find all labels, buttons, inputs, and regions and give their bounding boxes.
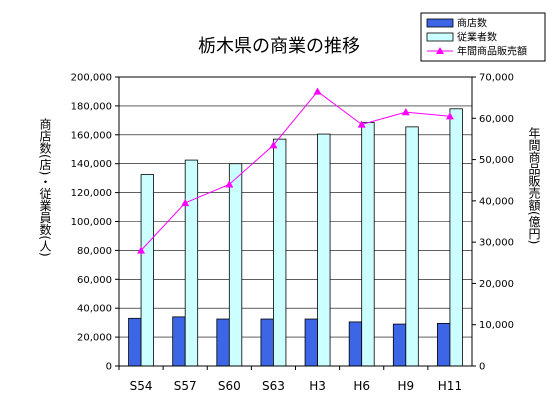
legend-label: 商店数 bbox=[457, 17, 487, 30]
bar-shops bbox=[128, 317, 142, 367]
x-tick-label: S57 bbox=[174, 379, 197, 393]
bar-employees bbox=[317, 133, 331, 367]
sales-point-marker bbox=[269, 141, 278, 149]
sales-point-marker bbox=[445, 112, 454, 120]
sales-point-marker bbox=[137, 246, 146, 254]
y-tick-label-left: 120,000 bbox=[71, 188, 112, 199]
tick-labels-group: 0 20,000 40,000 60,000 80,000 100,000 120,000 1… bbox=[71, 73, 514, 394]
axes-group bbox=[115, 76, 476, 370]
bar-employees bbox=[405, 126, 419, 367]
bar-employees bbox=[184, 159, 199, 367]
bar-employees bbox=[140, 174, 154, 367]
x-tick-label: S54 bbox=[130, 379, 153, 393]
x-tick-label: H9 bbox=[397, 379, 414, 393]
sales-point-marker bbox=[225, 180, 234, 188]
y-tick-label-right: 50,000 bbox=[479, 155, 514, 166]
legend-label: 従業者数 bbox=[457, 31, 497, 44]
y-tick-label-left: 0 bbox=[106, 362, 112, 373]
x-tick-label: H3 bbox=[309, 379, 326, 393]
legend-swatch-sales-marker bbox=[436, 47, 444, 54]
y-tick-label-right: 70,000 bbox=[479, 73, 514, 84]
y-tick-label-left: 100,000 bbox=[71, 217, 112, 228]
y-tick-label-right: 10,000 bbox=[479, 320, 514, 331]
y-tick-label-left: 40,000 bbox=[77, 304, 112, 315]
y-tick-label-right: 20,000 bbox=[479, 279, 514, 290]
sales-point-marker bbox=[357, 120, 366, 128]
y-tick-label-left: 180,000 bbox=[71, 101, 112, 112]
x-tick-label: H11 bbox=[438, 379, 462, 393]
bar-series-group bbox=[128, 108, 463, 367]
bar-shops bbox=[216, 318, 230, 367]
legend-label: 年間商品販売額 bbox=[457, 45, 527, 58]
y-tick-label-right: 60,000 bbox=[479, 114, 514, 125]
sales-point-marker bbox=[181, 198, 190, 207]
bar-shops bbox=[304, 318, 318, 367]
legend-swatch-employees bbox=[426, 32, 454, 42]
y-tick-label-left: 60,000 bbox=[77, 275, 112, 286]
chart-title: 栃木県の商業の推移 bbox=[198, 36, 360, 57]
y-tick-label-left: 160,000 bbox=[71, 130, 112, 141]
bar-shops bbox=[260, 318, 274, 367]
x-tick-label: S60 bbox=[218, 379, 241, 393]
legend-swatch-shops bbox=[426, 18, 454, 28]
y-tick-label-right: 40,000 bbox=[479, 196, 514, 207]
y-axis-label-right: 年間商品販売額(億円) bbox=[527, 127, 541, 245]
y-axis-label-left: 商店数(店)・従業員数(人) bbox=[38, 117, 52, 257]
bar-shops bbox=[437, 322, 451, 367]
bar-employees bbox=[449, 108, 463, 367]
bar-employees bbox=[228, 163, 243, 367]
y-tick-label-left: 200,000 bbox=[71, 73, 112, 84]
y-tick-label-right: 0 bbox=[479, 362, 485, 373]
bar-shops bbox=[392, 323, 407, 367]
sales-point-marker bbox=[401, 108, 410, 116]
bar-employees bbox=[361, 122, 375, 367]
y-tick-label-right: 30,000 bbox=[479, 238, 514, 249]
sales-line bbox=[140, 90, 450, 251]
y-tick-label-left: 20,000 bbox=[77, 333, 112, 344]
x-tick-label: H6 bbox=[353, 379, 370, 393]
bar-employees bbox=[273, 138, 287, 367]
x-tick-label: S63 bbox=[262, 379, 285, 393]
y-tick-label-left: 80,000 bbox=[77, 246, 112, 257]
bar-shops bbox=[172, 316, 186, 367]
bar-shops bbox=[348, 321, 363, 367]
y-tick-label-left: 140,000 bbox=[71, 159, 112, 170]
sales-point-marker bbox=[313, 87, 322, 95]
line-series-group bbox=[137, 87, 454, 254]
